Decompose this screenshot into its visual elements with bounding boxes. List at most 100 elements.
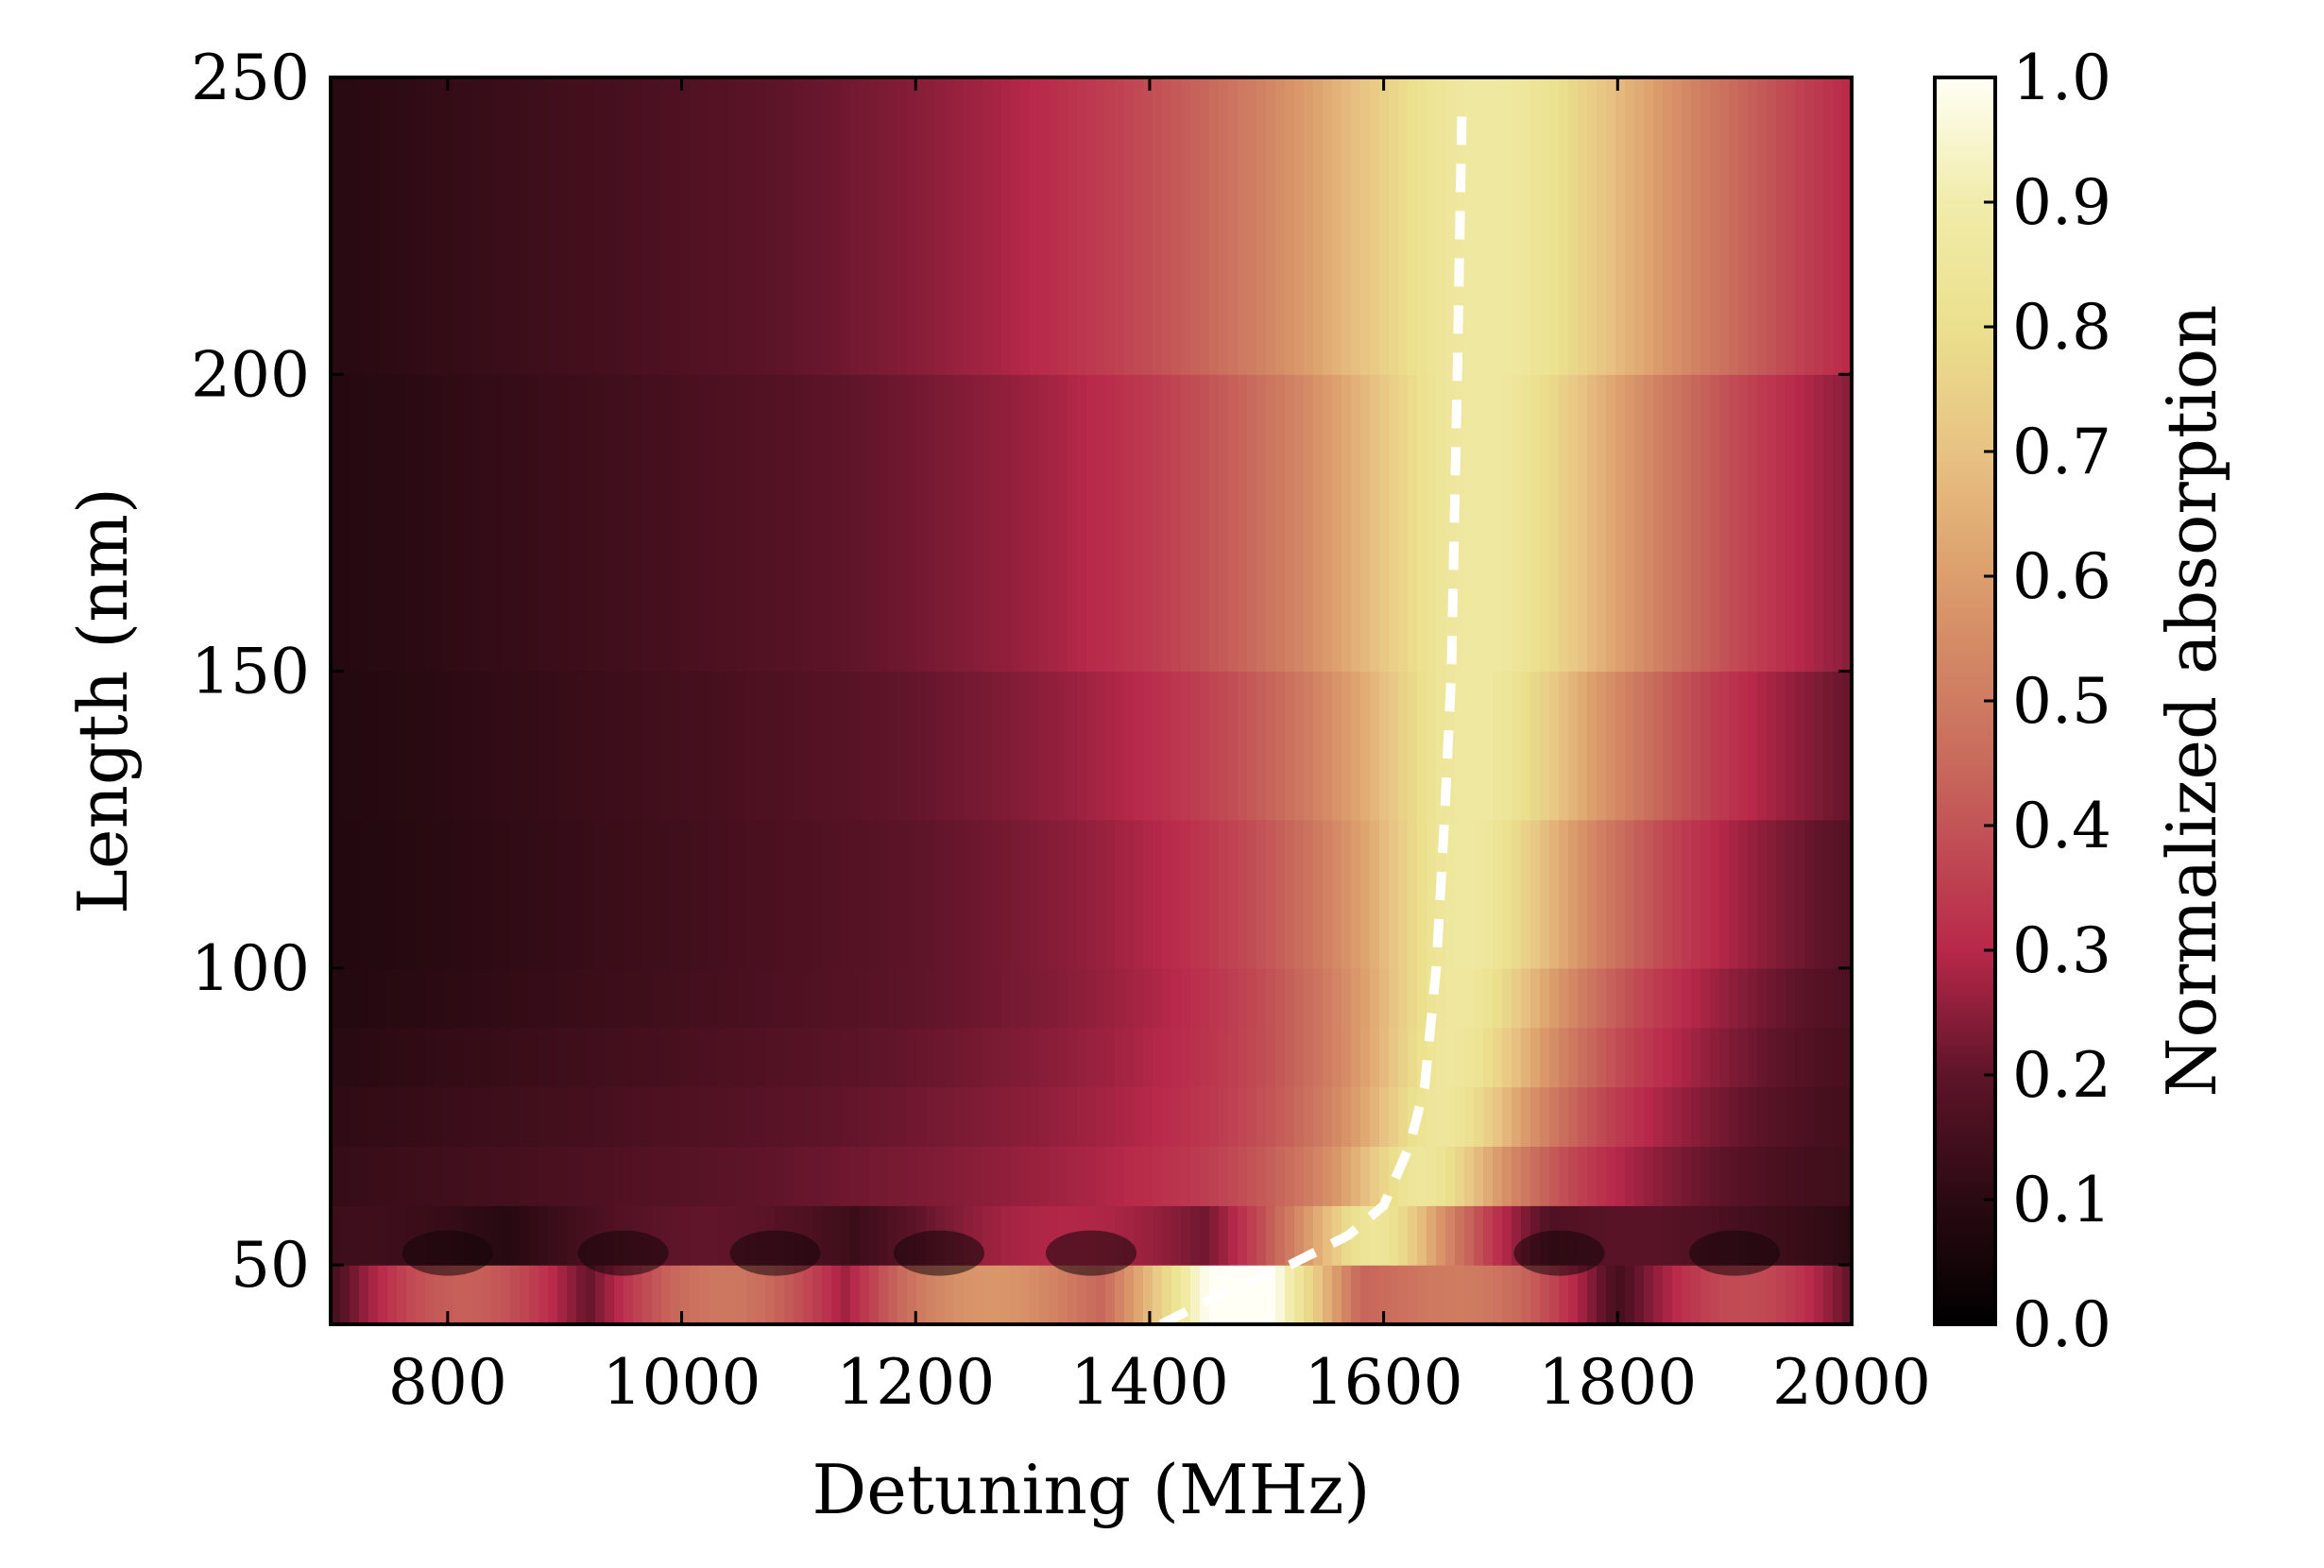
heatmap-cell [1540,374,1550,673]
heatmap-cell [1578,77,1588,375]
heatmap-cell [1068,77,1078,375]
heatmap-cell [1124,819,1135,969]
heatmap-cell [1814,1086,1824,1148]
heatmap-cell [1086,374,1097,673]
heatmap-cell [1153,374,1163,673]
heatmap-cell [1181,671,1191,821]
heatmap-cell [510,1146,521,1206]
heatmap-cell [1171,1027,1182,1088]
heatmap-cell [1285,1086,1295,1148]
heatmap-cell [1247,1146,1257,1206]
heatmap-cell [1285,77,1295,375]
heatmap-cell [595,374,606,673]
heatmap-cell [775,819,785,969]
heatmap-cell [1200,1265,1210,1324]
heatmap-cell [841,1086,851,1148]
heatmap-cell [1115,1086,1125,1148]
heatmap-cell [1719,1086,1730,1148]
heatmap-cell [350,1086,360,1148]
heatmap-cell [331,374,341,673]
heatmap-cell [605,77,615,375]
heatmap-cell [1086,967,1097,1029]
heatmap-cell [831,819,842,969]
heatmap-cell [529,819,539,969]
heatmap-cell [1039,1205,1050,1266]
heatmap-cell [1256,819,1267,969]
heatmap-cell [368,1086,379,1148]
heatmap-cell [1634,967,1645,1029]
heatmap-cell [378,1265,388,1324]
heatmap-cell [340,1027,350,1088]
heatmap-cell [727,967,738,1029]
heatmap-cell [1540,1146,1550,1206]
heatmap-cell [1710,671,1720,821]
heatmap-cell [1124,671,1135,821]
heatmap-cell [1417,1265,1427,1324]
heatmap-cell [756,819,766,969]
heatmap-cell [860,967,870,1029]
heatmap-cell [1512,671,1522,821]
heatmap-cell [1625,1205,1635,1266]
heatmap-cell [1502,77,1512,375]
heatmap-cell [1445,967,1456,1029]
heatmap-cell [359,967,369,1029]
heatmap-cell [709,374,719,673]
heatmap-cell [869,967,880,1029]
heatmap-cell [1719,967,1730,1029]
heatmap-cell [954,1086,965,1148]
heatmap-cell [1181,77,1191,375]
heatmap-cell [1691,1146,1701,1206]
heatmap-cell [1115,1265,1125,1324]
heatmap-cell [983,967,993,1029]
heatmap-cell [1795,671,1805,821]
colorbar-tick-label: 0.1 [2012,1164,2111,1236]
heatmap-cell [1729,1265,1739,1324]
heatmap-cell [812,967,823,1029]
heatmap-cell [1653,1027,1664,1088]
heatmap-cell [1427,967,1437,1029]
heatmap-cell [1275,671,1286,821]
heatmap-cell [1493,1205,1503,1266]
heatmap-cell [444,374,454,673]
heatmap-cell [1512,1146,1522,1206]
heatmap-cell [737,1027,747,1088]
heatmap-cell [1644,1027,1654,1088]
heatmap-cell [1096,671,1106,821]
heatmap-cell [756,1027,766,1088]
x-tick-label: 800 [388,1346,507,1419]
heatmap-cell [1606,1146,1616,1206]
heatmap-cell [727,1205,738,1266]
heatmap-cell [633,967,643,1029]
heatmap-cell [907,374,917,673]
heatmap-cell [879,671,889,821]
heatmap-cell [1672,967,1683,1029]
heatmap-cell [1162,671,1172,821]
heatmap-cell [794,1265,804,1324]
heatmap-cell [1171,1146,1182,1206]
heatmap-cell [1323,967,1333,1029]
heatmap-cell [1294,1086,1305,1148]
heatmap-cell [1247,819,1257,969]
heatmap-cell [397,374,407,673]
heatmap-cell [1729,819,1739,969]
heatmap-cell [954,819,965,969]
heatmap-cell [501,1265,511,1324]
heatmap-cell [1587,374,1598,673]
heatmap-cell [1256,1027,1267,1088]
heatmap-cell [1313,1205,1324,1266]
heatmap-cell [1757,77,1768,375]
heatmap-cell [548,819,558,969]
heatmap-cell [888,819,898,969]
heatmap-cell [1049,1086,1059,1148]
heatmap-cell [1644,374,1654,673]
heatmap-cell [1247,967,1257,1029]
heatmap-cell [1436,1265,1446,1324]
heatmap-cell [1530,77,1541,375]
heatmap-cell [1606,671,1616,821]
x-tick-label: 1000 [603,1346,761,1419]
heatmap-cell [1653,967,1664,1029]
heatmap-cell [1842,671,1852,821]
heatmap-cell [831,374,842,673]
heatmap-cell [1682,819,1692,969]
heatmap-cell [1219,1086,1229,1148]
